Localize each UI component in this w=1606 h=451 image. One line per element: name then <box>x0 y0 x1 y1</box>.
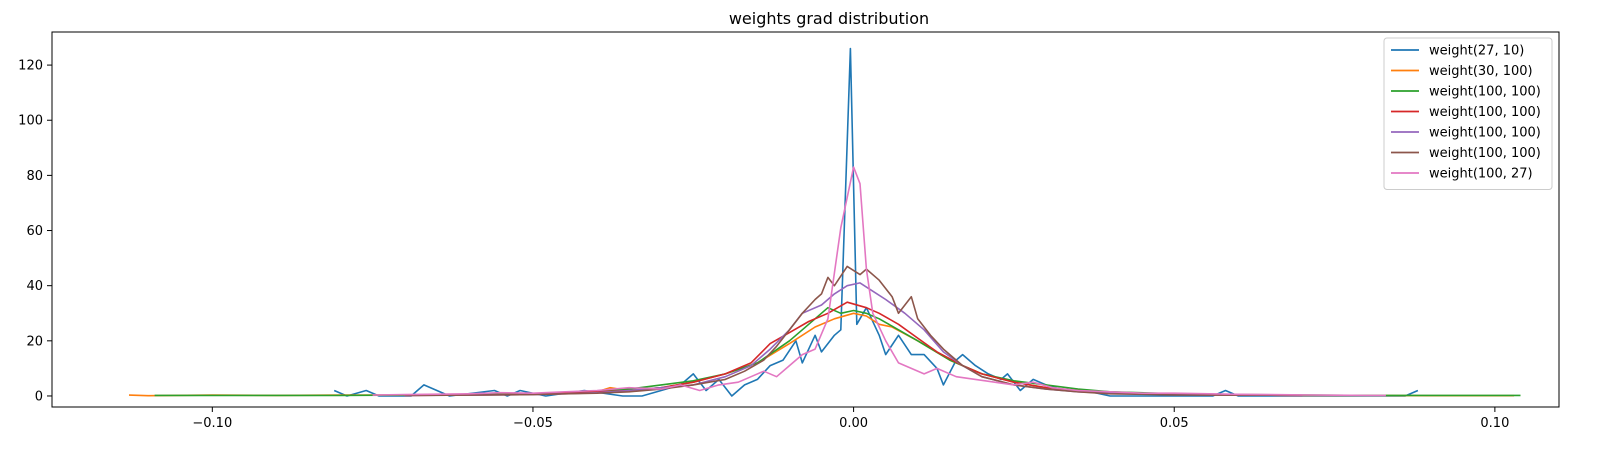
y-tick-label: 20 <box>26 334 43 349</box>
legend-box <box>1383 37 1553 190</box>
legend-label: weight(100, 100) <box>1429 126 1541 141</box>
series-line-2 <box>128 312 1515 397</box>
legend-label: weight(100, 100) <box>1429 105 1541 120</box>
y-tick-label: 40 <box>26 279 43 294</box>
y-tick-label: 60 <box>26 224 43 239</box>
legend: weight(27, 10) weight(30, 100) weight(100,… <box>1383 37 1553 190</box>
axes-layer: −0.10 −0.05 0.00 0.05 0.10 0 20 40 60 80 100 120 <box>18 31 1560 431</box>
y-tick-label: 100 <box>18 114 43 129</box>
legend-label: weight(30, 100) <box>1429 64 1533 79</box>
series-line-4 <box>404 301 1303 397</box>
series-layer <box>128 47 1521 397</box>
series-line-5 <box>404 282 1303 397</box>
plot-frame <box>51 31 1560 408</box>
series-line-6 <box>404 265 1303 397</box>
legend-label: weight(100, 100) <box>1429 85 1541 100</box>
y-tick-label: 0 <box>35 389 43 404</box>
x-tick-label: −0.05 <box>513 416 553 431</box>
series-line-7 <box>372 166 1386 397</box>
series-line-3 <box>154 306 1521 397</box>
series-line-1 <box>333 47 1419 397</box>
legend-label: weight(100, 100) <box>1429 146 1541 161</box>
x-tick-label: −0.10 <box>192 416 232 431</box>
y-tick-label: 80 <box>26 169 43 184</box>
x-tick-label: 0.00 <box>839 416 868 431</box>
x-tick-label: 0.05 <box>1160 416 1189 431</box>
legend-label: weight(100, 27) <box>1429 167 1533 182</box>
chart-title: weights grad distribution <box>729 9 929 28</box>
x-tick-label: 0.10 <box>1480 416 1509 431</box>
legend-label: weight(27, 10) <box>1429 44 1524 59</box>
y-tick-label: 120 <box>18 59 43 74</box>
